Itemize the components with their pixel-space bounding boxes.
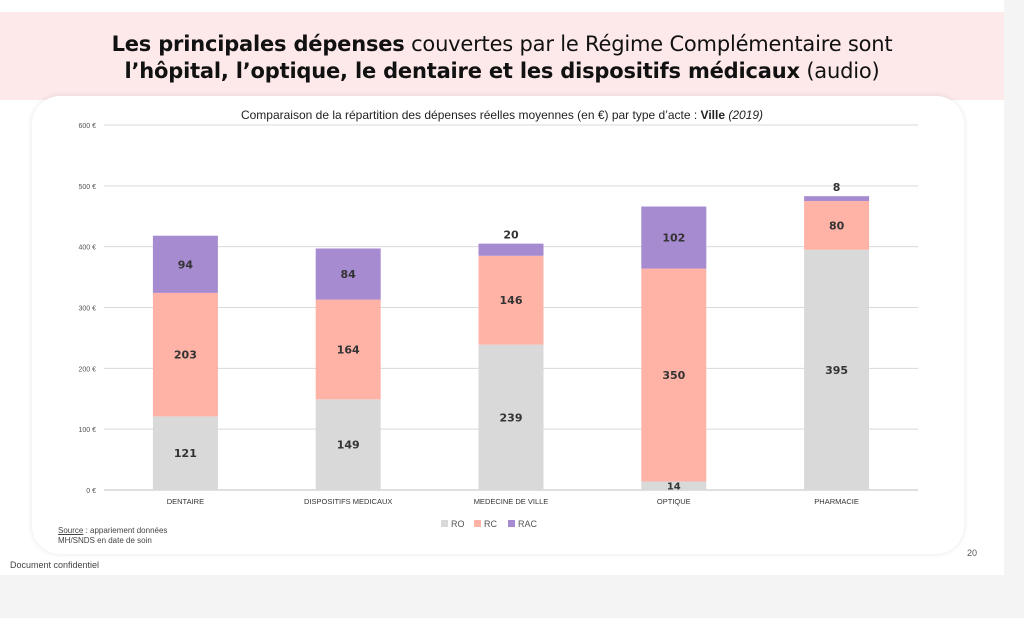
legend-swatch-ro [441, 520, 448, 527]
bar-segment-rc [804, 201, 870, 250]
bar-segment-rac [152, 235, 218, 293]
x-category-label: MEDECINE DE VILLE [474, 497, 549, 506]
legend-swatch-rac [508, 520, 515, 527]
data-label: 102 [662, 232, 685, 245]
y-tick-label: 400 € [78, 245, 96, 252]
bar-segment-rc [152, 292, 218, 417]
x-category-label: DISPOSITIFS MEDICAUX [304, 497, 392, 506]
legend-label-ro: RO [451, 519, 465, 529]
y-tick-label: 200 € [78, 366, 96, 373]
data-label: 239 [500, 411, 523, 424]
x-category-label: PHARMACIE [814, 497, 859, 506]
bar-segment-ro [641, 481, 707, 490]
page-number: 20 [967, 548, 978, 558]
data-label: 350 [662, 369, 685, 382]
bar-segment-rac [315, 248, 381, 300]
bar-segment-rc [641, 268, 707, 482]
source-note: Source : appariement données MH/SNDS en d… [58, 526, 167, 546]
legend-swatch-rc [474, 520, 481, 527]
bar-segment-rac [804, 196, 870, 202]
data-label: 80 [829, 219, 845, 232]
data-label: 149 [337, 439, 360, 452]
data-label: 14 [667, 482, 681, 493]
title-line-1-bold: Les principales dépenses [111, 32, 405, 56]
y-tick-label: 500 € [78, 184, 96, 191]
data-label: 164 [337, 343, 360, 356]
y-tick-label: 300 € [78, 306, 96, 313]
source-label: Source [58, 526, 84, 535]
data-label: 146 [500, 294, 523, 307]
chart-title-city: Ville [700, 108, 726, 122]
data-label: 20 [503, 229, 519, 242]
data-label: 395 [825, 364, 848, 377]
bar-segment-rc [478, 255, 544, 345]
confidential-notice: Document confidentiel [10, 560, 100, 570]
x-category-label: DENTAIRE [167, 497, 204, 506]
title-line-2-rest: (audio) [799, 59, 880, 83]
data-label: 94 [178, 258, 194, 271]
data-label: 203 [174, 349, 197, 362]
data-label: 84 [341, 268, 357, 281]
bar-segment-rac [641, 206, 707, 269]
bar-segment-ro [478, 344, 544, 490]
bar-segment-rac [478, 243, 544, 256]
y-tick-label: 600 € [78, 123, 96, 130]
bar-segment-rc [315, 299, 381, 400]
y-tick-label: 0 € [86, 488, 96, 495]
title-band [0, 12, 1004, 100]
stacked-bar-chart: 0 €100 €200 €300 €400 €500 €600 €1212039… [78, 123, 918, 529]
chart-title-prefix: Comparaison de la répartition des dépens… [240, 108, 701, 122]
title-line-2-bold: l’hôpital, l’optique, le dentaire et les… [124, 59, 800, 83]
data-label: 8 [833, 181, 841, 194]
chart-title: Comparaison de la répartition des dépens… [0, 108, 1004, 122]
data-label: 121 [174, 447, 197, 460]
legend-label-rc: RC [484, 519, 497, 529]
title-line-1-rest: couvertes par le Régime Complémentaire s… [404, 32, 893, 56]
source-text: : appariement données [83, 526, 168, 535]
source-line-2: MH/SNDS en date de soin [58, 536, 152, 545]
bar-segment-ro [315, 399, 381, 490]
bar-segment-ro [152, 416, 218, 490]
bar-segment-ro [804, 249, 870, 490]
x-category-label: OPTIQUE [657, 497, 691, 506]
slide-title-line-2: l’hôpital, l’optique, le dentaire et les… [0, 59, 1004, 83]
legend-label-rac: RAC [518, 519, 538, 529]
slide-title-line-1: Les principales dépenses couvertes par l… [0, 32, 1004, 56]
y-tick-label: 100 € [78, 427, 96, 434]
chart-title-year: (2019) [728, 108, 764, 122]
